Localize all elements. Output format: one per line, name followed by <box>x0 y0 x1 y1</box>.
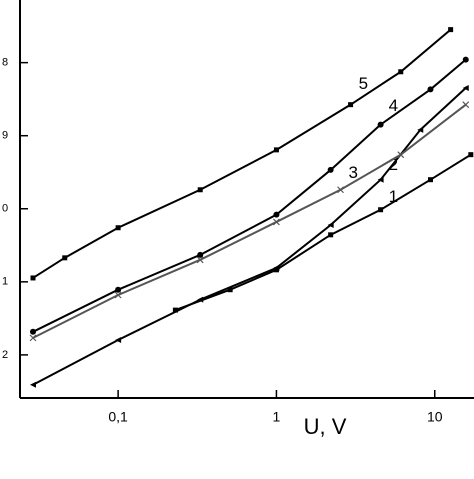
y-tick-label: 2 <box>2 349 8 361</box>
curve-label: 2 <box>389 155 398 174</box>
marker <box>417 126 424 133</box>
curve-label: 1 <box>389 187 398 206</box>
marker <box>378 207 384 213</box>
series-line <box>32 103 467 339</box>
marker <box>327 166 334 173</box>
marker <box>273 267 279 273</box>
marker <box>397 151 405 159</box>
series-line <box>175 153 472 312</box>
marker <box>468 152 474 158</box>
marker <box>196 256 204 264</box>
marker <box>30 328 37 335</box>
curve-label: 5 <box>359 74 368 93</box>
curve-label: 3 <box>349 163 358 182</box>
x-axis-label: U, V <box>304 414 347 439</box>
curve-label: 4 <box>389 96 398 115</box>
marker <box>398 69 404 75</box>
marker <box>114 291 122 299</box>
marker <box>462 84 469 91</box>
marker <box>30 381 37 388</box>
marker <box>427 86 434 93</box>
series-line <box>32 28 452 279</box>
marker <box>197 251 204 258</box>
x-tick-label: 1 <box>273 409 281 425</box>
marker <box>62 255 68 261</box>
marker <box>462 101 470 109</box>
series-line <box>32 58 467 333</box>
marker <box>115 336 122 343</box>
marker <box>29 334 37 342</box>
marker <box>348 102 354 108</box>
x-tick-label: 10 <box>427 409 443 425</box>
marker <box>227 287 233 293</box>
y-tick-label: 9 <box>2 130 8 142</box>
marker <box>273 264 280 271</box>
x-tick-label: 0,1 <box>108 409 128 425</box>
marker <box>427 177 433 183</box>
marker <box>377 121 384 128</box>
marker <box>337 186 344 194</box>
marker <box>273 218 280 226</box>
y-tick-label: 0 <box>2 203 8 215</box>
y-tick-label: 8 <box>2 57 8 69</box>
marker <box>327 221 334 228</box>
marker <box>377 176 384 183</box>
marker <box>197 296 204 303</box>
marker <box>115 225 121 231</box>
marker <box>30 275 36 281</box>
series-line <box>32 87 467 386</box>
y-tick-label: 1 <box>2 276 8 288</box>
marker <box>273 147 279 153</box>
marker <box>462 56 469 63</box>
marker <box>448 27 454 33</box>
marker <box>172 307 178 313</box>
marker <box>197 187 203 193</box>
marker <box>328 232 334 238</box>
marker <box>273 211 280 218</box>
marker <box>115 286 122 293</box>
